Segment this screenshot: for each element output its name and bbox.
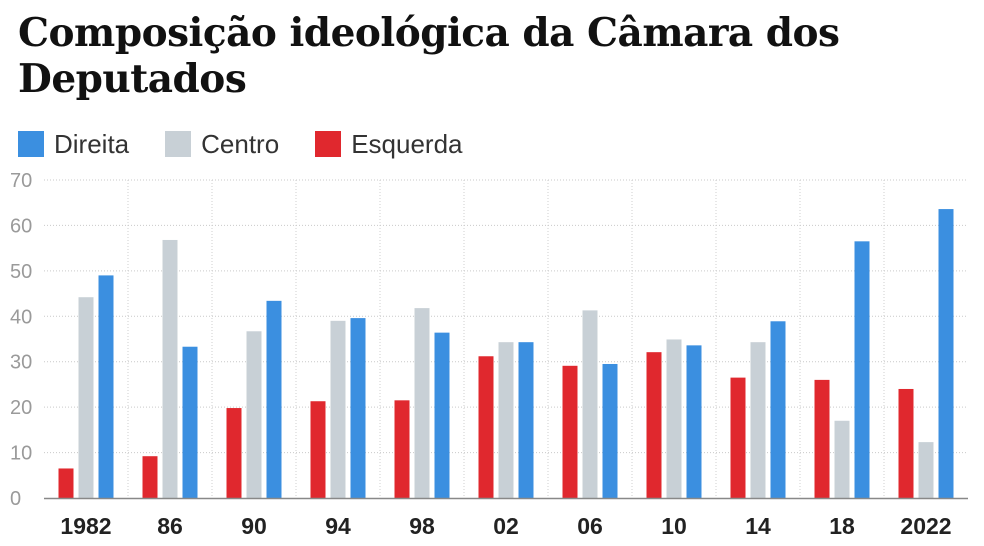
y-tick-label: 50 — [10, 261, 32, 283]
bar-direita-86 — [182, 346, 198, 498]
bar-centro-1982 — [78, 297, 94, 498]
bar-centro-10 — [666, 339, 682, 498]
legend-item-direita: Direita — [18, 129, 129, 160]
chart-title: Composição ideológica da Câmara dos Depu… — [18, 10, 840, 102]
y-tick-label: 60 — [10, 215, 32, 237]
x-tick-label: 94 — [325, 513, 351, 539]
x-tick-label: 1982 — [60, 513, 111, 539]
y-tick-label: 0 — [10, 488, 21, 510]
x-tick-label: 06 — [577, 513, 603, 539]
bar-direita-98 — [434, 332, 450, 498]
bar-direita-1982 — [98, 275, 114, 498]
y-tick-label: 30 — [10, 352, 32, 374]
bar-centro-2022 — [918, 442, 934, 498]
legend-label-direita: Direita — [54, 128, 130, 159]
bar-direita-94 — [350, 318, 366, 498]
x-tick-label: 02 — [493, 513, 519, 539]
y-tick-label: 10 — [10, 443, 32, 465]
legend-item-esquerda: Esquerda — [315, 128, 463, 160]
bar-centro-06 — [582, 310, 598, 498]
bar-esquerda-14 — [730, 377, 746, 498]
bar-centro-98 — [414, 308, 430, 498]
x-tick-label: 90 — [241, 513, 267, 539]
chart-legend: Direita Centro Esquerda — [18, 128, 499, 160]
bar-esquerda-18 — [814, 379, 830, 498]
bar-esquerda-98 — [394, 400, 410, 498]
bar-esquerda-1982 — [58, 468, 74, 498]
bar-direita-02 — [518, 342, 534, 498]
bar-esquerda-90 — [226, 408, 242, 498]
bar-direita-90 — [266, 300, 282, 498]
legend-item-centro: Centro — [165, 129, 279, 160]
bar-esquerda-94 — [310, 401, 326, 498]
x-tick-label: 2022 — [900, 513, 951, 539]
bar-esquerda-10 — [646, 352, 662, 498]
x-tick-label: 10 — [661, 513, 687, 539]
bar-esquerda-02 — [478, 356, 494, 498]
y-tick-label: 40 — [10, 306, 32, 328]
x-tick-label: 18 — [829, 513, 855, 539]
bar-centro-18 — [834, 420, 850, 498]
x-tick-label: 86 — [157, 513, 183, 539]
x-tick-label: 98 — [409, 513, 435, 539]
bar-direita-06 — [602, 363, 618, 498]
y-tick-label: 20 — [10, 397, 32, 419]
bar-direita-2022 — [938, 209, 954, 498]
bar-centro-94 — [330, 320, 346, 498]
legend-swatch-centro — [165, 131, 192, 157]
bar-esquerda-2022 — [898, 388, 914, 498]
bar-centro-02 — [498, 342, 514, 498]
bar-esquerda-86 — [142, 456, 158, 498]
bar-esquerda-06 — [562, 365, 578, 498]
y-tick-label: 70 — [10, 170, 32, 192]
bar-centro-86 — [162, 239, 178, 499]
x-tick-label: 14 — [745, 513, 771, 539]
bar-direita-10 — [686, 345, 702, 498]
legend-label-centro: Centro — [201, 128, 280, 159]
legend-swatch-esquerda — [315, 131, 342, 157]
bar-centro-90 — [246, 331, 262, 498]
legend-label-esquerda: Esquerda — [351, 128, 463, 159]
bar-centro-14 — [750, 342, 766, 498]
bar-direita-14 — [770, 321, 786, 498]
legend-swatch-direita — [18, 131, 44, 157]
bar-direita-18 — [854, 241, 870, 499]
